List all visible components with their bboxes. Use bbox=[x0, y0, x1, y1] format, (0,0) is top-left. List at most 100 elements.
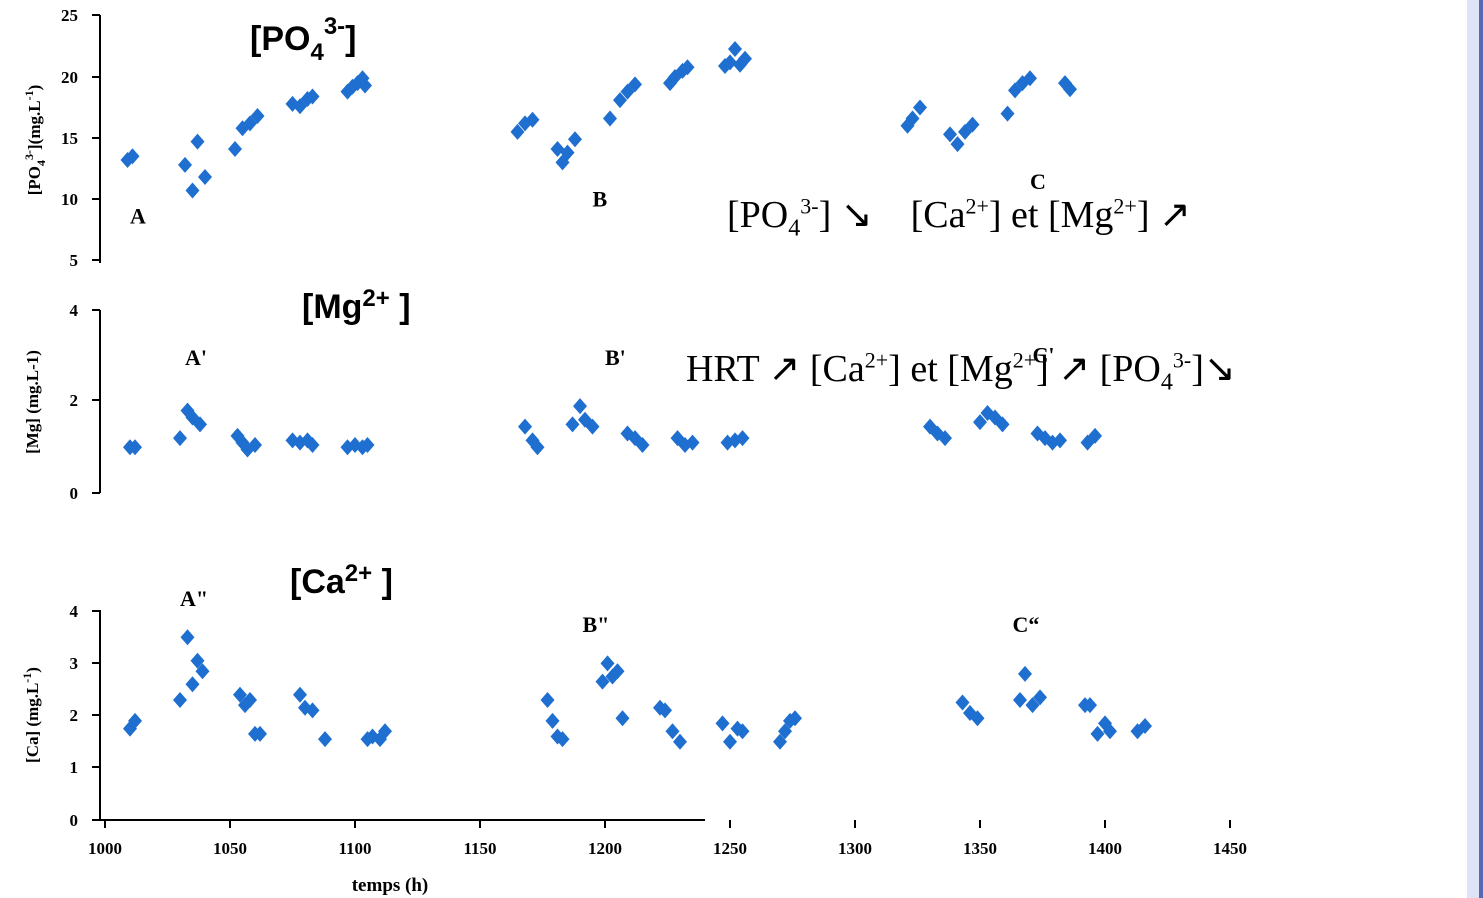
data-point bbox=[1025, 697, 1040, 714]
group-annotation: A' bbox=[185, 345, 207, 370]
right-edge-dark-stripe bbox=[1479, 0, 1483, 898]
data-point bbox=[913, 99, 927, 116]
data-point bbox=[253, 725, 267, 742]
group-annotation: B" bbox=[583, 612, 610, 637]
data-point bbox=[773, 733, 787, 750]
po4-y-label: [PO43-](mg.L-1) bbox=[22, 85, 48, 196]
data-point bbox=[1023, 70, 1037, 87]
data-point bbox=[1018, 665, 1032, 682]
data-point bbox=[788, 710, 802, 727]
data-point bbox=[995, 416, 1010, 433]
data-point bbox=[635, 436, 650, 453]
data-point bbox=[738, 50, 752, 67]
data-point bbox=[970, 710, 985, 727]
data-point bbox=[685, 434, 700, 451]
data-point bbox=[965, 116, 980, 133]
y-tick-label: 3 bbox=[70, 654, 79, 673]
data-point bbox=[190, 133, 205, 150]
data-point bbox=[545, 712, 560, 729]
x-tick-label: 1300 bbox=[838, 839, 872, 858]
data-point bbox=[128, 712, 142, 729]
data-point bbox=[248, 436, 262, 453]
y-tick-label: 10 bbox=[61, 190, 78, 209]
data-point bbox=[305, 88, 320, 105]
mg-y-label: [Mg] (mg.L-1) bbox=[23, 350, 42, 454]
data-point bbox=[955, 694, 970, 711]
data-point bbox=[1053, 432, 1067, 449]
data-point bbox=[735, 723, 750, 740]
data-point bbox=[128, 439, 142, 456]
data-point bbox=[568, 131, 582, 148]
data-point bbox=[1033, 689, 1047, 706]
data-point bbox=[250, 108, 265, 125]
data-point bbox=[1063, 81, 1077, 98]
ca-x-label: temps (h) bbox=[352, 875, 429, 896]
y-tick-label: 15 bbox=[61, 129, 78, 148]
data-point bbox=[560, 144, 575, 161]
group-annotation: B' bbox=[605, 345, 626, 370]
data-point bbox=[305, 436, 320, 453]
data-point bbox=[173, 691, 187, 708]
data-point bbox=[1083, 697, 1097, 714]
data-point bbox=[185, 182, 200, 199]
data-point bbox=[173, 430, 187, 447]
data-point bbox=[293, 686, 307, 703]
data-point bbox=[1000, 105, 1015, 122]
x-tick-label: 1100 bbox=[338, 839, 371, 858]
data-point bbox=[943, 126, 957, 143]
data-point bbox=[950, 136, 965, 153]
data-point bbox=[613, 92, 627, 109]
right-edge-bar bbox=[1467, 0, 1483, 898]
x-tick-label: 1400 bbox=[1088, 839, 1122, 858]
data-point bbox=[185, 676, 200, 693]
data-point bbox=[305, 702, 320, 719]
mg-ticks: 0 2 4 bbox=[70, 301, 100, 503]
ca-ticks: 0 1 2 3 4 1000 1050 1100 1150 1200 1250 1300 1350 140… bbox=[70, 602, 1248, 858]
data-point bbox=[600, 655, 615, 672]
data-point bbox=[905, 110, 920, 127]
mg-points bbox=[123, 398, 1102, 458]
data-point bbox=[125, 148, 140, 165]
x-tick-label: 1000 bbox=[88, 839, 122, 858]
group-annotation: C' bbox=[1033, 343, 1055, 368]
y-tick-label: 4 bbox=[70, 602, 79, 621]
data-point bbox=[658, 702, 672, 719]
note-line-1: [PO43-] ↘ [Ca2+] et [Mg2+] ↗ bbox=[727, 193, 1191, 242]
data-point bbox=[378, 723, 392, 740]
po4-annotations: A B C bbox=[130, 169, 1046, 228]
data-point bbox=[233, 686, 247, 703]
data-point bbox=[723, 54, 737, 71]
x-tick-label: 1350 bbox=[963, 839, 997, 858]
data-point bbox=[735, 430, 750, 447]
po4-panel-title: [PO43-] bbox=[250, 13, 356, 66]
data-point bbox=[938, 430, 952, 447]
y-tick-label: 2 bbox=[70, 391, 79, 410]
group-annotation: C“ bbox=[1013, 612, 1040, 637]
x-tick-label: 1150 bbox=[463, 839, 496, 858]
group-annotation: B bbox=[593, 186, 608, 211]
data-point bbox=[318, 731, 332, 748]
data-point bbox=[615, 710, 630, 727]
data-point bbox=[1088, 427, 1102, 444]
data-point bbox=[525, 111, 540, 128]
po4-points bbox=[120, 40, 1077, 199]
y-tick-label: 25 bbox=[61, 6, 78, 25]
x-tick-label: 1050 bbox=[213, 839, 247, 858]
data-point bbox=[358, 77, 372, 94]
data-point bbox=[680, 59, 695, 76]
y-tick-label: 0 bbox=[70, 811, 79, 830]
data-point bbox=[1138, 718, 1152, 735]
x-tick-label: 1450 bbox=[1213, 839, 1247, 858]
mg-annotations: A' B' C' bbox=[185, 343, 1055, 370]
data-point bbox=[585, 418, 600, 435]
data-point bbox=[195, 663, 210, 680]
data-point bbox=[610, 663, 625, 680]
data-point bbox=[1090, 725, 1105, 742]
data-point bbox=[628, 76, 642, 93]
data-point bbox=[518, 418, 532, 435]
data-point bbox=[193, 416, 207, 433]
data-point bbox=[733, 56, 747, 73]
ca-panel-title: [Ca2+ ] bbox=[290, 560, 393, 601]
y-tick-label: 4 bbox=[70, 301, 79, 320]
